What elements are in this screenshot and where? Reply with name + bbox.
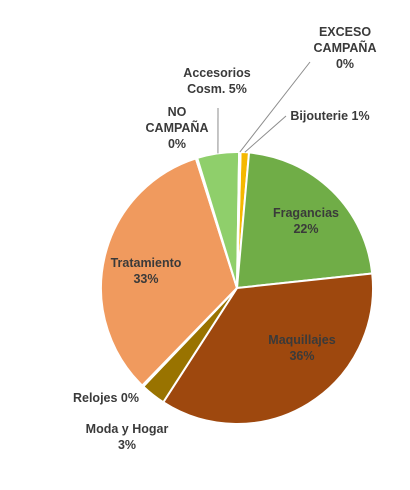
- data-label: EXCESO CAMPAÑA 0%: [314, 25, 377, 71]
- data-label: Relojes 0%: [73, 391, 139, 405]
- data-label-line: 36%: [289, 349, 314, 363]
- data-label-line: CAMPAÑA: [314, 40, 377, 55]
- data-label-line: Maquillajes: [268, 333, 335, 347]
- data-label-line: CAMPAÑA: [146, 120, 209, 135]
- data-label-line: Accesorios: [183, 66, 250, 80]
- leader-line: [239, 61, 311, 153]
- pie-slice-exceso-campaña: [236, 151, 242, 289]
- data-label-line: Relojes 0%: [73, 391, 139, 405]
- pie-slices: [100, 151, 374, 425]
- data-label-line: 0%: [336, 57, 354, 71]
- data-label-line: 3%: [118, 438, 136, 452]
- data-label-line: Moda y Hogar: [86, 422, 169, 436]
- data-label: Accesorios Cosm. 5%: [183, 66, 250, 96]
- data-label-line: NO: [168, 105, 187, 119]
- data-label-line: 33%: [133, 272, 158, 286]
- data-label: Moda y Hogar 3%: [86, 422, 169, 452]
- slice-labels: Bijouterie 1% Fragancias 22% Maquillajes 36%…: [73, 25, 376, 452]
- data-label-line: Fragancias: [273, 206, 339, 220]
- data-label-line: 22%: [293, 222, 318, 236]
- data-label-line: Tratamiento: [111, 256, 182, 270]
- pie-slice-tratamiento: [100, 157, 239, 387]
- data-label-line: 0%: [168, 137, 186, 151]
- leader-lines: [217, 61, 311, 154]
- data-label-line: Bijouterie 1%: [290, 109, 369, 123]
- data-label: Fragancias 22%: [273, 206, 339, 236]
- data-label: Bijouterie 1%: [290, 109, 369, 123]
- data-label: Maquillajes 36%: [268, 333, 335, 363]
- pie-slice-maquillajes: [161, 272, 374, 425]
- data-label: NO CAMPAÑA 0%: [146, 105, 209, 151]
- data-label-line: EXCESO: [319, 25, 371, 39]
- data-label-line: Cosm. 5%: [187, 82, 247, 96]
- leader-line: [244, 115, 287, 153]
- pie-slice-fragancias: [235, 151, 374, 290]
- data-label: Tratamiento 33%: [111, 256, 182, 286]
